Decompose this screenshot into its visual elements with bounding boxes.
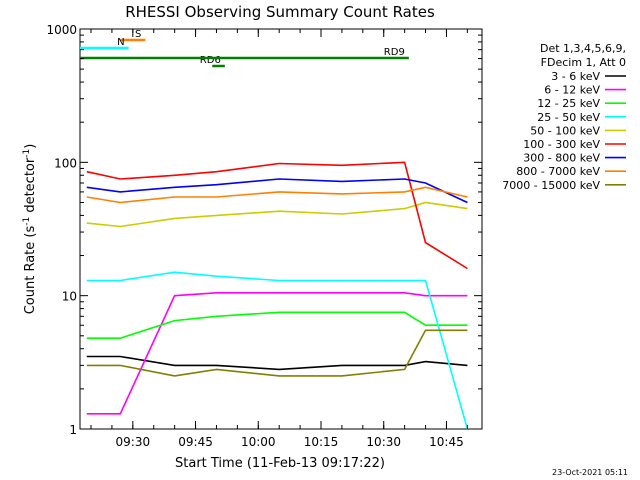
legend-label-6: 300 - 800 keV	[523, 152, 600, 165]
legend-label-0: 3 - 6 keV	[551, 70, 600, 83]
legend-label-3: 25 - 50 keV	[537, 111, 600, 124]
x-tick-label-4: 10:30	[366, 435, 401, 449]
series-line-0	[86, 355, 468, 371]
y-tick-label-3: 1000	[46, 23, 77, 37]
legend-header-line-1: Det 1,3,4,5,6,9,	[540, 42, 626, 55]
legend-label-8: 7000 - 15000 keV	[502, 179, 600, 192]
x-axis-label: Start Time (11-Feb-13 09:17:22)	[175, 456, 385, 471]
plot-area: SN RD6 RD9	[80, 29, 469, 430]
y-tick-label-0: 1	[69, 423, 77, 437]
x-tick-label-5: 10:45	[429, 435, 464, 449]
y-axis-label: Count Rate (s-1 detector-1)	[22, 144, 38, 315]
legend-label-7: 800 - 7000 keV	[516, 165, 600, 178]
annotation-label-2: RD6	[200, 55, 221, 66]
series-line-7	[86, 186, 468, 204]
y-tick-label-2: 100	[54, 156, 77, 170]
legend-label-1: 6 - 12 keV	[544, 84, 600, 97]
annotation-label-1: N	[117, 37, 124, 48]
x-tick-label-3: 10:15	[304, 435, 339, 449]
annotation-label-3: RD9	[384, 47, 405, 58]
legend-label-2: 12 - 25 keV	[537, 97, 600, 110]
annotation-label-0: S	[135, 29, 141, 40]
series-line-1	[86, 291, 468, 415]
y-tick-label-1: 10	[62, 290, 77, 304]
series-line-8	[86, 329, 468, 377]
x-tick-label-0: 09:30	[116, 435, 151, 449]
legend-label-5: 100 - 300 keV	[523, 138, 600, 151]
legend-label-4: 50 - 100 keV	[530, 124, 600, 137]
chart-title: RHESSI Observing Summary Count Rates	[125, 3, 435, 21]
x-tick-label-1: 09:45	[178, 435, 213, 449]
series-line-6	[86, 178, 468, 204]
series-line-5	[86, 161, 468, 270]
series-line-2	[86, 311, 468, 340]
series-line-4	[86, 201, 468, 228]
generation-timestamp: 23-Oct-2021 05:11	[552, 468, 628, 477]
legend-header-line-2: FDecim 1, Att 0	[541, 56, 626, 69]
series-line-3	[86, 271, 469, 430]
axes: 1 10 100 1000 09:30 09:45 10:00 10:15 10:30 10:45	[46, 23, 482, 449]
plot-frame	[79, 28, 483, 430]
legend: Det 1,3,4,5,6,9, FDecim 1, Att 0 3 - 6 k…	[502, 42, 626, 192]
x-tick-label-2: 10:00	[241, 435, 276, 449]
